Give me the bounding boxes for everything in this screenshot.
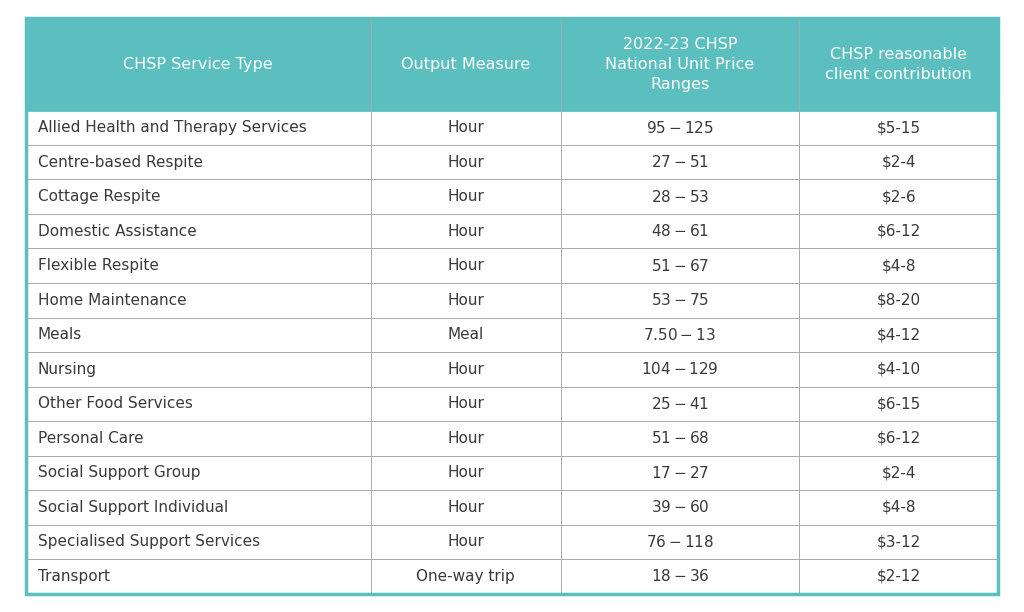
Text: Meal: Meal	[447, 327, 484, 342]
Text: $4-10: $4-10	[877, 362, 921, 377]
Text: $76-$118: $76-$118	[646, 534, 714, 550]
Text: Centre-based Respite: Centre-based Respite	[38, 155, 203, 170]
Text: Home Maintenance: Home Maintenance	[38, 293, 186, 308]
Text: CHSP reasonable
client contribution: CHSP reasonable client contribution	[825, 47, 972, 82]
Text: Hour: Hour	[447, 397, 484, 411]
Text: $2-4: $2-4	[882, 465, 915, 480]
Text: Nursing: Nursing	[38, 362, 97, 377]
Text: 2022-23 CHSP
National Unit Price
Ranges: 2022-23 CHSP National Unit Price Ranges	[605, 37, 755, 92]
Text: Cottage Respite: Cottage Respite	[38, 189, 161, 204]
Text: Personal Care: Personal Care	[38, 431, 143, 446]
Bar	[26, 455, 998, 490]
Bar	[26, 283, 998, 318]
Text: $2-4: $2-4	[882, 155, 915, 170]
Bar	[26, 421, 998, 455]
Bar	[26, 214, 998, 248]
Text: $51-$67: $51-$67	[650, 258, 709, 274]
Text: $53-$75: $53-$75	[650, 293, 709, 308]
Bar	[26, 248, 998, 283]
Text: $4-12: $4-12	[877, 327, 921, 342]
Text: Specialised Support Services: Specialised Support Services	[38, 534, 260, 550]
Text: Hour: Hour	[447, 431, 484, 446]
Text: Hour: Hour	[447, 155, 484, 170]
Text: Hour: Hour	[447, 293, 484, 308]
Text: $95-$125: $95-$125	[646, 120, 714, 136]
Text: Hour: Hour	[447, 224, 484, 239]
Text: Social Support Individual: Social Support Individual	[38, 500, 228, 515]
Text: Meals: Meals	[38, 327, 82, 342]
Text: $2-12: $2-12	[877, 569, 921, 584]
Bar	[26, 559, 998, 594]
Text: Other Food Services: Other Food Services	[38, 397, 193, 411]
Text: Hour: Hour	[447, 500, 484, 515]
Bar	[26, 387, 998, 421]
Text: Output Measure: Output Measure	[401, 57, 530, 72]
Bar	[26, 352, 998, 387]
Text: $4-8: $4-8	[882, 258, 915, 273]
Text: Hour: Hour	[447, 465, 484, 480]
Text: $6-15: $6-15	[877, 397, 921, 411]
Text: $8-20: $8-20	[877, 293, 921, 308]
Text: $7.50-$13: $7.50-$13	[643, 327, 716, 343]
Text: $48-$61: $48-$61	[651, 223, 709, 239]
Text: $5-15: $5-15	[877, 120, 921, 135]
Text: $3-12: $3-12	[877, 534, 921, 550]
Text: Allied Health and Therapy Services: Allied Health and Therapy Services	[38, 120, 306, 135]
Text: Hour: Hour	[447, 362, 484, 377]
Text: $104-$129: $104-$129	[641, 361, 719, 377]
Text: $28-$53: $28-$53	[650, 188, 709, 204]
Text: $27-$51: $27-$51	[651, 154, 709, 170]
Text: Social Support Group: Social Support Group	[38, 465, 201, 480]
Text: Transport: Transport	[38, 569, 110, 584]
Bar	[26, 18, 998, 110]
Text: Hour: Hour	[447, 189, 484, 204]
Bar	[26, 110, 998, 145]
Text: Domestic Assistance: Domestic Assistance	[38, 224, 197, 239]
Text: One-way trip: One-way trip	[417, 569, 515, 584]
Text: Hour: Hour	[447, 258, 484, 273]
Text: CHSP Service Type: CHSP Service Type	[124, 57, 273, 72]
Text: $6-12: $6-12	[877, 224, 921, 239]
Bar	[26, 318, 998, 352]
Text: $25-$41: $25-$41	[651, 396, 709, 412]
Text: $39-$60: $39-$60	[650, 499, 709, 515]
Bar	[26, 179, 998, 214]
Text: $6-12: $6-12	[877, 431, 921, 446]
Text: Hour: Hour	[447, 534, 484, 550]
Text: $51-$68: $51-$68	[650, 430, 709, 446]
Text: $2-6: $2-6	[882, 189, 916, 204]
Bar	[26, 145, 998, 179]
Text: $4-8: $4-8	[882, 500, 915, 515]
Bar	[26, 490, 998, 524]
Text: $18-$36: $18-$36	[650, 569, 709, 584]
Text: Hour: Hour	[447, 120, 484, 135]
Text: Flexible Respite: Flexible Respite	[38, 258, 159, 273]
Bar	[26, 524, 998, 559]
Text: $17-$27: $17-$27	[650, 465, 709, 481]
